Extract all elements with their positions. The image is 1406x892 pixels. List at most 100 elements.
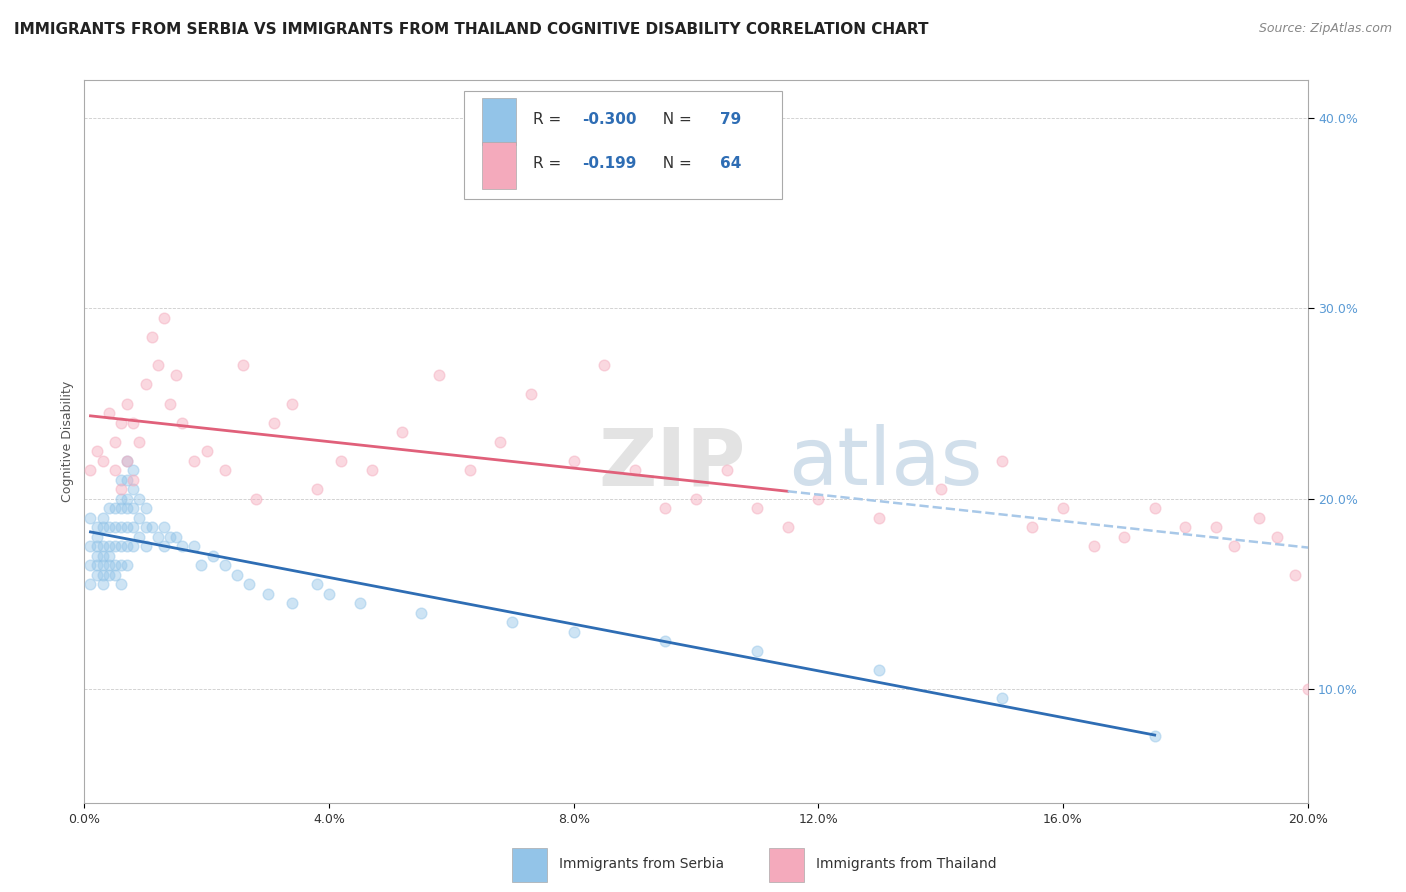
Point <box>115 453 138 467</box>
Point <box>165 530 187 544</box>
Point <box>716 463 738 477</box>
Point <box>97 567 120 582</box>
Point <box>807 491 830 506</box>
Point <box>929 482 952 496</box>
Point <box>520 387 543 401</box>
Text: Immigrants from Serbia: Immigrants from Serbia <box>560 857 724 871</box>
Point <box>141 520 163 534</box>
Point <box>1346 530 1368 544</box>
Point <box>135 539 157 553</box>
Point <box>391 425 413 439</box>
Point <box>110 577 132 591</box>
Point <box>122 501 145 516</box>
Point <box>1388 501 1406 516</box>
Point <box>1205 520 1227 534</box>
Y-axis label: Cognitive Disability: Cognitive Disability <box>60 381 75 502</box>
Text: -0.300: -0.300 <box>582 112 637 127</box>
Point <box>330 453 353 467</box>
FancyBboxPatch shape <box>482 98 516 145</box>
Point <box>91 567 114 582</box>
Point <box>502 615 524 630</box>
Point <box>135 520 157 534</box>
Point <box>115 501 138 516</box>
Text: R =: R = <box>533 112 567 127</box>
Point <box>159 396 181 410</box>
Point <box>305 482 328 496</box>
Point <box>685 491 707 506</box>
Point <box>226 567 249 582</box>
Point <box>869 510 891 524</box>
Point <box>97 539 120 553</box>
Point <box>86 520 108 534</box>
Point <box>122 520 145 534</box>
FancyBboxPatch shape <box>464 91 782 200</box>
Point <box>214 558 236 573</box>
FancyBboxPatch shape <box>482 142 516 189</box>
Point <box>153 310 176 325</box>
Point <box>654 634 676 648</box>
Point <box>122 416 145 430</box>
Point <box>427 368 450 382</box>
Point <box>747 643 769 657</box>
Point <box>1309 587 1331 601</box>
Point <box>214 463 236 477</box>
Point <box>122 482 145 496</box>
Text: atlas: atlas <box>787 425 981 502</box>
Point <box>201 549 224 563</box>
Point <box>91 549 114 563</box>
Point <box>79 463 101 477</box>
Point <box>128 434 150 449</box>
Point <box>146 530 169 544</box>
Point <box>1114 530 1136 544</box>
Point <box>110 416 132 430</box>
Point <box>97 558 120 573</box>
Point <box>281 596 304 610</box>
Point <box>172 539 194 553</box>
Point <box>104 539 127 553</box>
Point <box>122 463 145 477</box>
Point <box>91 510 114 524</box>
Point <box>195 444 218 458</box>
Point <box>135 377 157 392</box>
Point <box>146 359 169 373</box>
Point <box>86 567 108 582</box>
Point <box>97 520 120 534</box>
Point <box>110 501 132 516</box>
Point <box>245 491 267 506</box>
Point <box>183 539 205 553</box>
Point <box>110 539 132 553</box>
Point <box>190 558 212 573</box>
Point <box>86 444 108 458</box>
Point <box>97 406 120 420</box>
FancyBboxPatch shape <box>513 847 547 882</box>
Point <box>91 577 114 591</box>
Point <box>91 558 114 573</box>
Point <box>115 558 138 573</box>
Point <box>349 596 371 610</box>
Point <box>104 558 127 573</box>
Point <box>79 510 101 524</box>
Text: 79: 79 <box>720 112 742 127</box>
Point <box>281 396 304 410</box>
Text: -0.199: -0.199 <box>582 156 637 171</box>
Point <box>318 587 340 601</box>
Point <box>776 520 799 534</box>
Point <box>183 453 205 467</box>
Point <box>1223 539 1246 553</box>
Point <box>128 510 150 524</box>
Point <box>991 691 1014 706</box>
Point <box>747 501 769 516</box>
Text: N =: N = <box>654 156 697 171</box>
Point <box>263 416 285 430</box>
FancyBboxPatch shape <box>769 847 804 882</box>
Text: Source: ZipAtlas.com: Source: ZipAtlas.com <box>1258 22 1392 36</box>
Point <box>172 416 194 430</box>
Point <box>458 463 481 477</box>
Point <box>115 491 138 506</box>
Point <box>991 453 1014 467</box>
Point <box>1284 567 1306 582</box>
Point <box>110 491 132 506</box>
Point <box>238 577 260 591</box>
Point <box>91 453 114 467</box>
Point <box>104 567 127 582</box>
